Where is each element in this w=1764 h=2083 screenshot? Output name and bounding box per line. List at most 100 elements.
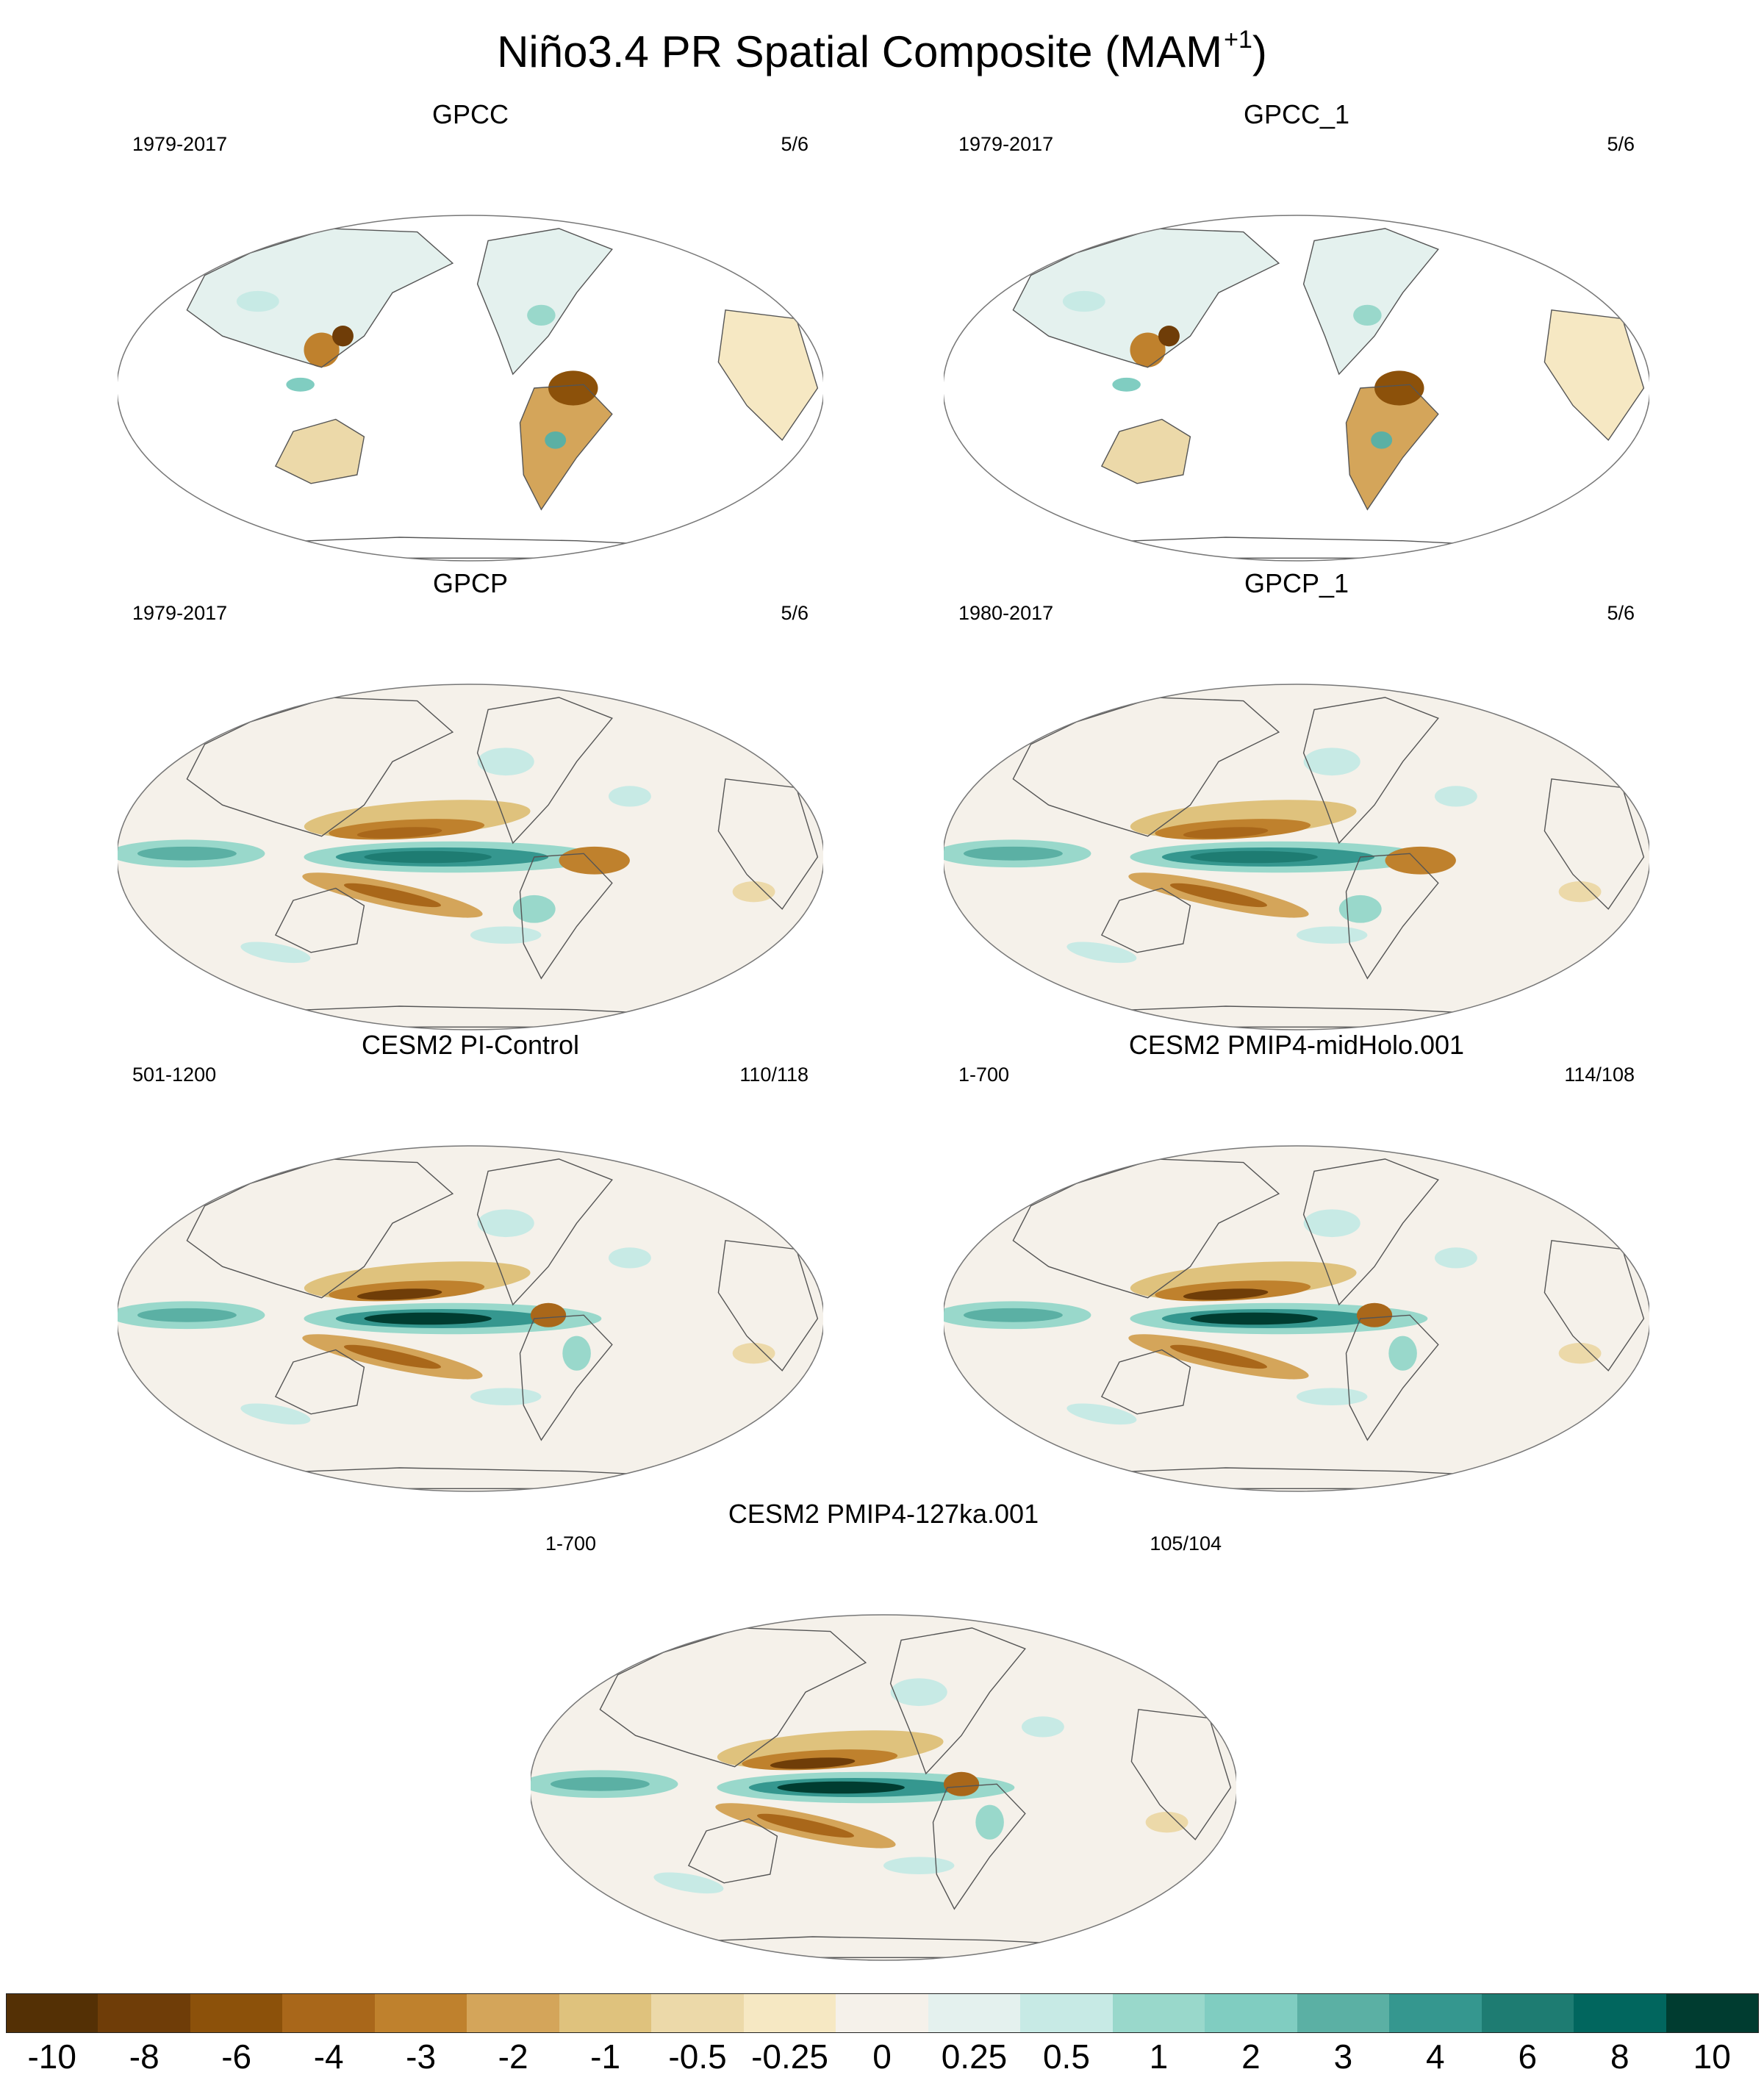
- panel-title: GPCP_1: [1244, 568, 1349, 598]
- land-africa: [1544, 309, 1644, 440]
- wet-anomaly-n-atlantic: [608, 786, 651, 807]
- colorbar-tick-label: -2: [498, 2037, 528, 2076]
- dry-anomaly-atlantic: [1385, 846, 1456, 875]
- map-plot: [118, 1145, 823, 1492]
- dry-anomaly-amazon: [1356, 1302, 1393, 1327]
- land-australia: [1101, 419, 1191, 484]
- wet-anomaly-sumatra: [286, 377, 315, 392]
- map-border: [531, 1614, 1236, 1961]
- wet-anomaly-north-pacific: [1303, 747, 1360, 776]
- coast-australia: [274, 1349, 365, 1415]
- land-antarctica: [222, 537, 719, 559]
- colorbar-tick-label: 0: [872, 2037, 892, 2076]
- figure-title-main: Niño3.4 PR Spatial Composite (MAM: [497, 27, 1223, 76]
- wet-anomaly-south-indian: [240, 942, 311, 964]
- coast-namerica: [889, 1627, 1026, 1775]
- panel-title: GPCC: [431, 99, 509, 129]
- colorbar-tick-label: -0.25: [751, 2037, 828, 2076]
- dry-core-north: [770, 1757, 856, 1769]
- panel-count: 5/6: [781, 133, 808, 155]
- wet-core-indian-ocean: [963, 1308, 1063, 1322]
- wet-anomaly-s-brazil: [545, 431, 567, 449]
- land-asia: [1013, 228, 1279, 368]
- panel-count: 110/118: [739, 1064, 808, 1086]
- map-plot: [944, 684, 1649, 1030]
- land-africa: [718, 309, 818, 440]
- wet-core-indian-ocean: [963, 846, 1063, 861]
- panel-title: GPCC_1: [1243, 99, 1350, 129]
- coast-asia: [186, 697, 454, 837]
- coast-samerica: [519, 853, 613, 980]
- dry-anomaly-philippines: [1158, 326, 1180, 347]
- wet-anomaly-n-america: [1353, 304, 1382, 326]
- dry-core-south: [343, 1344, 441, 1369]
- dry-core-north: [1183, 1288, 1269, 1300]
- colorbar-swatch: [559, 1993, 653, 2033]
- colorbar-tick-label: 6: [1518, 2037, 1538, 2076]
- map-panel-gpcp-1: GPCP_1 1980-2017 5/6: [944, 569, 1649, 1039]
- dry-anomaly-africa: [1558, 881, 1602, 903]
- colorbar-tick-label: 10: [1693, 2037, 1731, 2076]
- colorbar-tick-label: -8: [129, 2037, 159, 2076]
- coast-samerica: [1345, 384, 1439, 511]
- land-asia: [187, 228, 453, 368]
- map-panel-gpcc-1: GPCC_1 1979-2017 5/6: [944, 100, 1649, 570]
- coast-asia: [599, 1627, 867, 1768]
- panel-count: 105/104: [1150, 1532, 1222, 1555]
- colorbar-tick-label: 3: [1333, 2037, 1353, 2076]
- dry-anomaly-ne-brazil: [548, 370, 598, 406]
- wet-anomaly-south-atlantic: [512, 894, 556, 923]
- wet-core-indian-ocean: [137, 846, 237, 861]
- coast-asia: [186, 228, 454, 368]
- colorbar-swatch: [98, 1993, 191, 2033]
- colorbar-swatch: [374, 1993, 468, 2033]
- wet-anomaly-north-pacific: [1303, 1209, 1360, 1238]
- panel-count: 5/6: [781, 602, 808, 624]
- map-panel-gpcp: GPCP 1979-2017 5/6: [118, 569, 823, 1039]
- dry-anomaly-atlantic: [559, 846, 630, 875]
- wet-anomaly-south-indian: [240, 1403, 311, 1425]
- wet-anomaly-sumatra: [1112, 377, 1141, 392]
- wet-anomaly-south-pacific: [1297, 1388, 1368, 1405]
- coast-namerica: [476, 697, 613, 845]
- wet-core-pacific: [1190, 850, 1318, 864]
- map-border: [118, 684, 823, 1030]
- dry-core-south: [1169, 1344, 1267, 1369]
- wet-anomaly-south-pacific: [470, 926, 542, 944]
- colorbar-swatch: [6, 1993, 99, 2033]
- colorbar-tick-label: 8: [1610, 2037, 1629, 2076]
- colorbar-swatch: [1666, 1993, 1759, 2033]
- wet-anomaly-south-pacific: [1297, 926, 1368, 944]
- coast-australia: [1100, 1349, 1191, 1415]
- colorbar-swatch: [743, 1993, 837, 2033]
- coast-samerica: [932, 1783, 1026, 1910]
- coast-australia: [687, 1818, 778, 1884]
- dry-anomaly-amazon: [530, 1302, 567, 1327]
- dry-anomaly-maritime: [304, 332, 340, 368]
- colorbar-tick-label: 2: [1241, 2037, 1261, 2076]
- wet-anomaly-north-pacific: [890, 1678, 947, 1707]
- colorbar-tick-label: -6: [221, 2037, 252, 2076]
- map-plot: [944, 1145, 1649, 1492]
- dry-anomaly-philippines: [332, 326, 354, 347]
- colorbar-swatch: [190, 1993, 284, 2033]
- map-panel-pi-control: CESM2 PI-Control 501-1200 110/118: [118, 1030, 823, 1501]
- wet-core-pacific: [777, 1781, 905, 1794]
- colorbar-tick-label: -4: [313, 2037, 344, 2076]
- panel-years: 1-700: [958, 1064, 1010, 1086]
- coast-australia: [1100, 887, 1191, 953]
- dry-core-south: [1169, 883, 1267, 908]
- wet-core-pacific: [364, 1312, 492, 1325]
- wet-anomaly-north-pacific: [477, 747, 534, 776]
- map-shading: [118, 1146, 823, 1491]
- colorbar-tick-label: 0.25: [941, 2037, 1008, 2076]
- coast-asia: [1012, 1158, 1280, 1299]
- dry-core-north: [1183, 827, 1269, 839]
- dry-anomaly-maritime: [1130, 332, 1166, 368]
- panel-title: CESM2 PMIP4-midHolo.001: [1128, 1030, 1465, 1060]
- coast-namerica: [476, 1158, 613, 1306]
- dry-core-south: [343, 883, 441, 908]
- colorbar-tick-label: 1: [1149, 2037, 1169, 2076]
- figure-title-close: ): [1252, 27, 1267, 76]
- map-border: [118, 1145, 823, 1492]
